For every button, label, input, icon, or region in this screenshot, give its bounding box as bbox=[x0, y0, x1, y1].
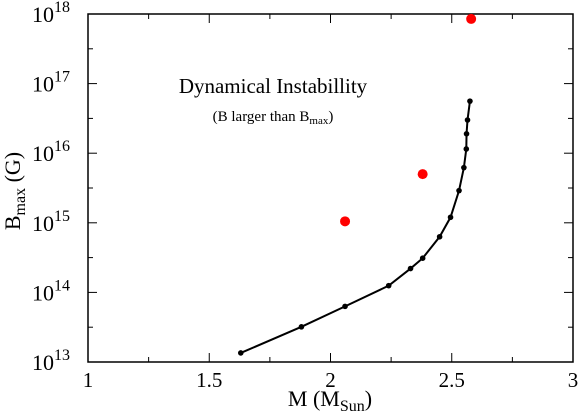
axis-ticks bbox=[87, 13, 574, 363]
x-tick-label: 2 bbox=[325, 368, 336, 392]
series-layer bbox=[237, 13, 477, 356]
marker-point bbox=[340, 216, 351, 227]
marker-point bbox=[417, 169, 428, 180]
plot-frame bbox=[87, 13, 574, 363]
series-point bbox=[461, 164, 467, 171]
x-tick-label: 2.5 bbox=[439, 368, 465, 392]
annotation-subtitle: (B larger than Bmax) bbox=[213, 109, 334, 127]
series-point bbox=[385, 282, 392, 289]
x-tick-label: 1 bbox=[83, 368, 94, 392]
series-line bbox=[240, 101, 471, 354]
series-point bbox=[464, 117, 471, 123]
series-point bbox=[447, 214, 454, 221]
series-point bbox=[467, 98, 473, 104]
y-tick-label: 1015 bbox=[32, 208, 70, 236]
marker-point bbox=[466, 13, 477, 24]
series-point bbox=[463, 130, 470, 137]
series-point bbox=[342, 303, 348, 310]
series-point bbox=[463, 146, 470, 152]
y-tick-label: 1018 bbox=[32, 0, 70, 27]
x-axis-label: M (MSun) bbox=[288, 386, 372, 415]
y-tick-label: 1017 bbox=[32, 69, 70, 97]
series-point bbox=[419, 255, 426, 262]
y-tick-label: 1013 bbox=[32, 347, 70, 375]
series-point bbox=[456, 187, 462, 194]
y-axis-label: Bmax (G) bbox=[0, 152, 29, 230]
x-tick-label: 3 bbox=[568, 368, 579, 392]
x-tick-label: 1.5 bbox=[196, 368, 222, 392]
series-point bbox=[407, 265, 414, 272]
series-point bbox=[298, 324, 305, 330]
annotation-title: Dynamical Instabillity bbox=[179, 74, 368, 98]
series-point bbox=[436, 233, 443, 240]
y-tick-label: 1014 bbox=[32, 277, 70, 305]
y-tick-label: 1016 bbox=[32, 138, 70, 166]
axis-tick-labels: 1 1.5 2 2.5 3 1013 1014 1015 1016 1017 1018 bbox=[32, 0, 578, 392]
series-point bbox=[237, 350, 244, 356]
